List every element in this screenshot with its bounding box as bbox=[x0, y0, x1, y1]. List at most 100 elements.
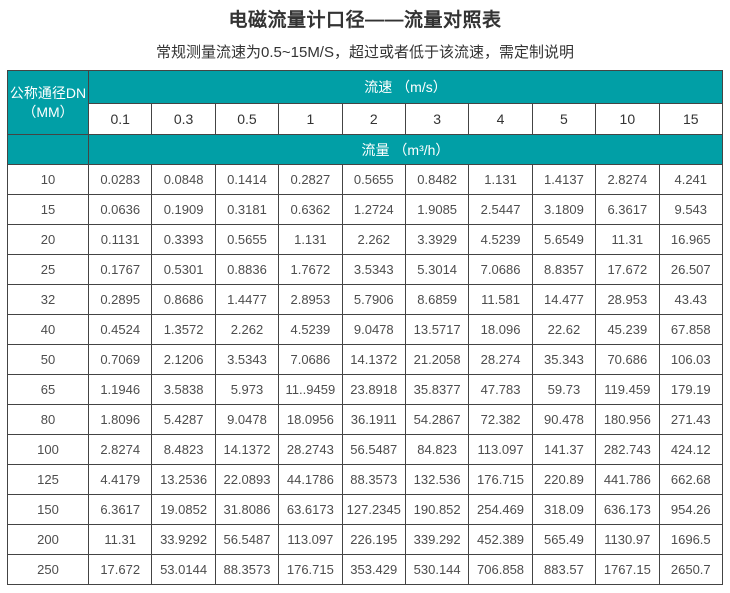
velocity-value-cell: 10 bbox=[595, 103, 660, 135]
flow-value-cell: 18.096 bbox=[468, 314, 533, 345]
flow-value-cell: 5.7906 bbox=[341, 284, 406, 315]
flow-value-cell: 4.5239 bbox=[468, 224, 533, 255]
dn-value-cell: 40 bbox=[7, 314, 89, 345]
dn-value-cell: 250 bbox=[7, 554, 89, 585]
flow-value-cell: 90.478 bbox=[531, 404, 597, 435]
flow-value-cell: 132.536 bbox=[404, 464, 470, 495]
flow-value-cell: 883.57 bbox=[531, 554, 597, 585]
flow-value-cell: 11.581 bbox=[468, 284, 533, 315]
flow-value-cell: 0.2827 bbox=[278, 164, 343, 195]
velocity-value-cell: 3 bbox=[404, 103, 470, 135]
flow-value-cell: 0.3393 bbox=[151, 224, 216, 255]
velocity-values-row: 0.1 0.3 0.5 1 2 3 4 5 10 15 bbox=[8, 103, 724, 135]
flow-value-cell: 1.9085 bbox=[404, 194, 470, 225]
flow-value-cell: 17.672 bbox=[595, 254, 660, 285]
flow-value-cell: 1767.15 bbox=[595, 554, 660, 585]
flow-value-cell: 63.6173 bbox=[278, 494, 343, 525]
flow-value-cell: 14.1372 bbox=[214, 434, 280, 465]
table-row: 32 0.2895 0.8686 1.4477 2.8953 5.7906 8.6859 11… bbox=[7, 284, 724, 315]
flow-value-cell: 45.239 bbox=[595, 314, 660, 345]
flow-value-cell: 8.6859 bbox=[404, 284, 470, 315]
flow-value-cell: 113.097 bbox=[468, 434, 533, 465]
table-row: 25 0.1767 0.5301 0.8836 1.7672 3.5343 5.3014 7.… bbox=[7, 254, 724, 285]
flow-value-cell: 353.429 bbox=[341, 554, 406, 585]
flow-value-cell: 19.0852 bbox=[151, 494, 216, 525]
flow-value-cell: 13.5717 bbox=[404, 314, 470, 345]
flow-value-cell: 13.2536 bbox=[151, 464, 216, 495]
flow-value-cell: 176.715 bbox=[278, 554, 343, 585]
flow-value-cell: 33.9292 bbox=[151, 524, 216, 555]
flow-value-cell: 1.4137 bbox=[531, 164, 597, 195]
flow-value-cell: 318.09 bbox=[531, 494, 597, 525]
flow-value-cell: 5.3014 bbox=[404, 254, 470, 285]
flow-table-body: 10 0.0283 0.0848 0.1414 0.2827 0.5655 0.8482 1.… bbox=[7, 164, 724, 585]
flow-value-cell: 23.8918 bbox=[341, 374, 406, 405]
flow-value-cell: 0.0283 bbox=[87, 164, 153, 195]
table-row: 40 0.4524 1.3572 2.262 4.5239 9.0478 13.5717 18… bbox=[7, 314, 724, 345]
flow-value-cell: 424.12 bbox=[658, 434, 724, 465]
flow-value-cell: 180.956 bbox=[595, 404, 660, 435]
flow-value-cell: 1.1946 bbox=[87, 374, 153, 405]
flow-value-cell: 0.0636 bbox=[87, 194, 153, 225]
flow-value-cell: 0.6362 bbox=[278, 194, 343, 225]
flow-value-cell: 7.0686 bbox=[468, 254, 533, 285]
flow-value-cell: 2.8274 bbox=[87, 434, 153, 465]
flow-value-cell: 28.953 bbox=[595, 284, 660, 315]
flow-value-cell: 1.131 bbox=[278, 224, 343, 255]
flow-value-cell: 22.0893 bbox=[214, 464, 280, 495]
flow-value-cell: 0.3181 bbox=[214, 194, 280, 225]
flow-value-cell: 11..9459 bbox=[278, 374, 343, 405]
flow-value-cell: 565.49 bbox=[531, 524, 597, 555]
flow-value-cell: 1130.97 bbox=[595, 524, 660, 555]
dn-value-cell: 32 bbox=[7, 284, 89, 315]
velocity-value-cell: 2 bbox=[341, 103, 406, 135]
velocity-value-cell: 0.1 bbox=[87, 103, 153, 135]
flow-value-cell: 5.973 bbox=[214, 374, 280, 405]
flow-value-cell: 0.2895 bbox=[87, 284, 153, 315]
flow-value-cell: 28.274 bbox=[468, 344, 533, 375]
flow-value-cell: 1.4477 bbox=[214, 284, 280, 315]
flow-value-cell: 35.8377 bbox=[404, 374, 470, 405]
velocity-value-cell: 5 bbox=[531, 103, 597, 135]
page-title: 电磁流量计口径——流量对照表 bbox=[228, 10, 502, 31]
flow-value-cell: 2.262 bbox=[214, 314, 280, 345]
flow-value-cell: 17.672 bbox=[87, 554, 153, 585]
flow-value-cell: 339.292 bbox=[404, 524, 470, 555]
corner-header-line2: （MM） bbox=[22, 103, 74, 120]
flow-value-cell: 113.097 bbox=[278, 524, 343, 555]
table-row: 20 0.1131 0.3393 0.5655 1.131 2.262 3.3929 4.52… bbox=[7, 224, 724, 255]
flow-value-cell: 1.131 bbox=[468, 164, 533, 195]
flow-value-cell: 0.0848 bbox=[151, 164, 216, 195]
flow-value-cell: 1.8096 bbox=[87, 404, 153, 435]
flow-value-cell: 2.8274 bbox=[595, 164, 660, 195]
flow-value-cell: 56.5487 bbox=[214, 524, 280, 555]
velocity-value-cell: 0.5 bbox=[214, 103, 280, 135]
flow-value-cell: 706.858 bbox=[468, 554, 533, 585]
dn-value-cell: 10 bbox=[7, 164, 89, 195]
flow-value-cell: 226.195 bbox=[341, 524, 406, 555]
flow-value-cell: 282.743 bbox=[595, 434, 660, 465]
flow-value-cell: 3.3929 bbox=[404, 224, 470, 255]
flow-value-cell: 271.43 bbox=[658, 404, 724, 435]
flow-value-cell: 72.382 bbox=[468, 404, 533, 435]
flow-value-cell: 176.715 bbox=[468, 464, 533, 495]
flow-value-cell: 70.686 bbox=[595, 344, 660, 375]
flow-value-cell: 4.5239 bbox=[278, 314, 343, 345]
flow-value-cell: 47.783 bbox=[468, 374, 533, 405]
table-row: 80 1.8096 5.4287 9.0478 18.0956 36.1911 54.286… bbox=[7, 404, 724, 435]
flow-value-cell: 43.43 bbox=[658, 284, 724, 315]
flow-value-cell: 2650.7 bbox=[658, 554, 724, 585]
corner-header-line1: 公称通径DN bbox=[9, 84, 87, 101]
flow-value-cell: 3.1809 bbox=[531, 194, 597, 225]
flow-value-cell: 127.2345 bbox=[341, 494, 406, 525]
table-row: 10 0.0283 0.0848 0.1414 0.2827 0.5655 0.8482 1.… bbox=[7, 164, 724, 195]
flow-value-cell: 0.5655 bbox=[214, 224, 280, 255]
dn-value-cell: 200 bbox=[7, 524, 89, 555]
flow-value-cell: 3.5343 bbox=[341, 254, 406, 285]
flow-value-cell: 0.8836 bbox=[214, 254, 280, 285]
flow-value-cell: 2.8953 bbox=[278, 284, 343, 315]
dn-value-cell: 125 bbox=[7, 464, 89, 495]
flow-value-cell: 16.965 bbox=[658, 224, 724, 255]
flow-value-cell: 9.0478 bbox=[341, 314, 406, 345]
flow-value-cell: 954.26 bbox=[658, 494, 724, 525]
